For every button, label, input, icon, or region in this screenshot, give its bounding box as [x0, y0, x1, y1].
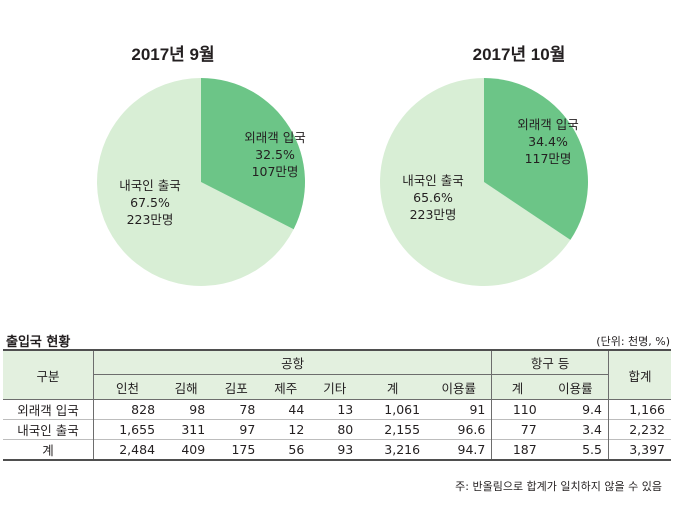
slice-label-outbound: 내국인 출국 65.6% 223만명: [373, 172, 493, 223]
table-cell: 77: [491, 419, 543, 440]
table-row: 내국인 출국 1,655 311 97 12 80 2,155 96.6 77 …: [3, 419, 671, 440]
row-label: 계: [3, 439, 94, 460]
pie-title: 2017년 10월: [472, 45, 566, 64]
table-cell: 311: [161, 419, 212, 440]
table-cell: 110: [491, 399, 543, 420]
table-cell: 5.5: [542, 439, 609, 460]
slice-count: 223만명: [409, 207, 457, 222]
table-cell: 94.7: [426, 439, 492, 460]
pie-slice-inbound: [201, 78, 305, 230]
table-cell: 98: [189, 402, 206, 417]
table-cell: 3,397: [608, 439, 671, 460]
table-title: 출입국 현황: [6, 335, 71, 350]
slice-percent: 32.5%: [255, 147, 295, 162]
table-cell: 91: [469, 402, 486, 417]
table-cell: 3.4: [542, 419, 609, 440]
header-col-port-sum: 계: [491, 374, 543, 400]
footnote: 주: 반올림으로 합계가 일치하지 않을 수 있음: [455, 480, 662, 493]
slice-label-text: 내국인 출국: [119, 178, 181, 193]
pie-october-svg: [380, 78, 588, 286]
pie-chart-september: 2017년 9월 외래객 입국 32.5% 107만명 내국인 출국 67.5%…: [0, 0, 346, 300]
table-cell: 409: [161, 439, 212, 460]
slice-label-text: 외래객 입국: [244, 130, 306, 145]
header-col-etc: 기타: [310, 374, 360, 400]
table-cell: 9.4: [582, 402, 602, 417]
table-cell: 80: [310, 419, 360, 440]
slice-label-inbound: 외래객 입국 34.4% 117만명: [488, 116, 608, 167]
slice-count: 223만명: [126, 212, 174, 227]
table-row: 외래객 입국 828 98 78 44 13 1,061 91 110 9.4 …: [3, 399, 671, 420]
header-col-port-rate: 이용률: [542, 374, 609, 400]
table-cell: 44: [288, 402, 305, 417]
slice-label-text: 외래객 입국: [517, 117, 579, 132]
table-cell: 3,216: [359, 439, 427, 460]
table-cell: 56: [261, 439, 311, 460]
header-col-incheon: 인천: [93, 374, 162, 400]
unit-note: (단위: 천명, %): [596, 335, 670, 348]
immigration-table: 구분 공항 항구 등 합계 인천 김해 김포 제주 기타 계 이용률 계 이용률…: [3, 349, 671, 461]
header-col-gimhae: 김해: [161, 374, 212, 400]
pie-slice-outbound: [97, 78, 294, 286]
slice-label-inbound: 외래객 입국 32.5% 107만명: [215, 129, 335, 180]
slice-label-outbound: 내국인 출국 67.5% 223만명: [90, 177, 210, 228]
slice-count: 117만명: [524, 151, 572, 166]
slice-label-text: 내국인 출국: [402, 173, 464, 188]
table-cell: 13: [337, 402, 354, 417]
slice-percent: 67.5%: [130, 195, 170, 210]
pie-slice-inbound: [484, 78, 588, 240]
pie-title: 2017년 9월: [131, 45, 215, 64]
header-total: 합계: [608, 350, 671, 400]
header-col-jeju: 제주: [261, 374, 311, 400]
pie-slice-outbound: [380, 78, 571, 286]
header-airport-group: 공항: [93, 350, 492, 375]
table-cell: 78: [239, 402, 256, 417]
slice-percent: 34.4%: [528, 134, 568, 149]
table-cell: 828: [131, 402, 156, 417]
table-cell: 1,655: [93, 419, 162, 440]
table-cell: 12: [261, 419, 311, 440]
slice-count: 107만명: [251, 164, 299, 179]
header-col-gimpo: 김포: [211, 374, 262, 400]
table-cell: 187: [491, 439, 543, 460]
table-cell: 2,155: [359, 419, 427, 440]
table-cell: 97: [211, 419, 262, 440]
table-cell: 2,484: [93, 439, 162, 460]
table-cell: 93: [310, 439, 360, 460]
table-row: 계 2,484 409 175 56 93 3,216 94.7 187 5.5…: [3, 439, 671, 460]
header-category: 구분: [3, 350, 94, 400]
table-cell: 175: [211, 439, 262, 460]
row-label: 내국인 출국: [3, 419, 94, 440]
table-cell: 1,166: [608, 399, 671, 420]
slice-percent: 65.6%: [413, 190, 453, 205]
header-port-group: 항구 등: [491, 350, 609, 375]
header-col-airport-sum: 계: [359, 374, 427, 400]
pie-september-svg: [97, 78, 305, 286]
row-label: 외래객 입국: [3, 399, 94, 420]
table-cell: 2,232: [608, 419, 671, 440]
table-cell: 1,061: [384, 402, 421, 417]
header-col-airport-rate: 이용률: [426, 374, 492, 400]
table-cell: 96.6: [426, 419, 492, 440]
pie-chart-october: 2017년 10월 외래객 입국 34.4% 117만명 내국인 출국 65.6…: [346, 0, 692, 300]
